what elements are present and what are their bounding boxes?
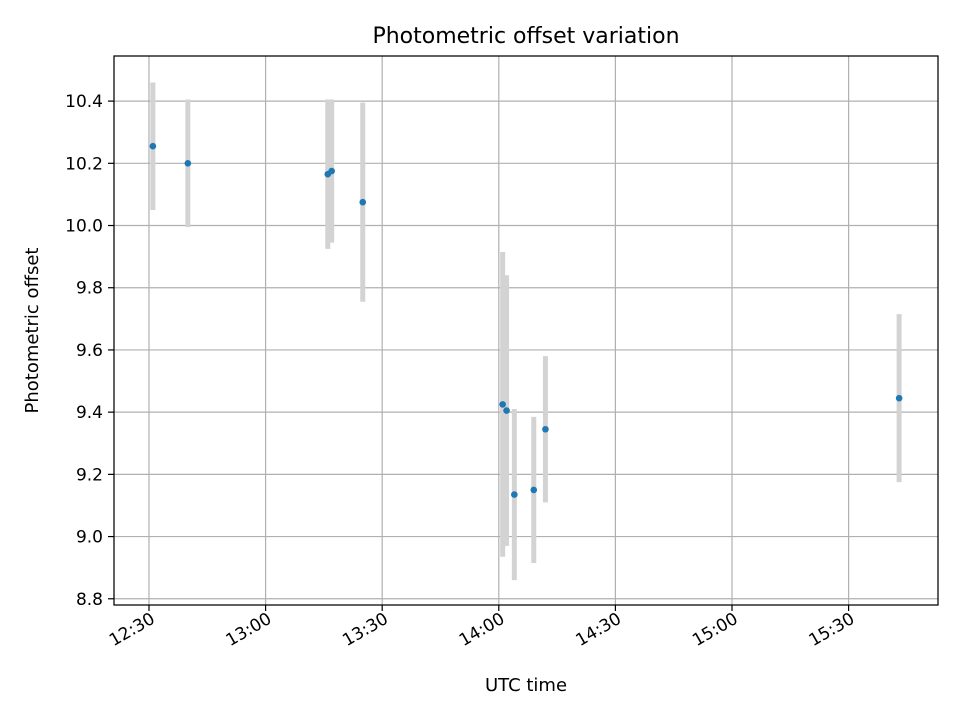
plot-frame [113, 55, 939, 606]
data-point [499, 401, 506, 408]
data-point [530, 486, 538, 494]
y-tick-label: 10.0 [65, 217, 103, 237]
data-point [328, 167, 335, 175]
data-point [542, 425, 549, 433]
data-point [184, 160, 192, 167]
y-tick-label: 9.2 [76, 465, 103, 485]
data-point [149, 142, 157, 150]
data-point [503, 407, 510, 414]
y-tick-label: 9.8 [76, 279, 103, 299]
y-tick-label: 9.4 [76, 403, 103, 423]
y-tick-label: 9.0 [76, 528, 103, 548]
data-point [359, 198, 367, 206]
grid [114, 56, 938, 605]
y-tick-label: 8.8 [76, 590, 103, 610]
x-axis-title: UTC time [485, 675, 567, 696]
data-points [149, 142, 903, 498]
chart-title: Photometric offset variation [372, 24, 679, 49]
data-point [895, 394, 903, 402]
y-axis: 8.8 9.0 9.2 9.4 9.6 9.8 10.0 10.2 10.4 [65, 92, 114, 610]
y-tick-label: 10.2 [65, 154, 103, 174]
y-axis-title: Photometric offset [22, 248, 43, 414]
y-tick-label: 9.6 [76, 341, 103, 361]
y-tick-label: 10.4 [65, 92, 103, 112]
data-point [511, 491, 518, 498]
